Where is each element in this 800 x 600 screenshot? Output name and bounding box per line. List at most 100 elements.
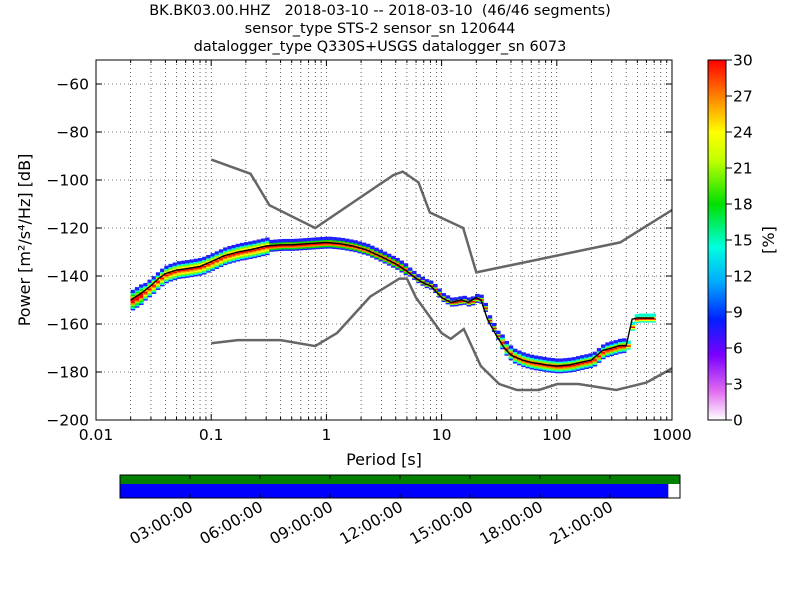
y-axis-label: Power [m²/s⁴/Hz] [dB] <box>15 154 34 327</box>
heatmap-cell <box>223 247 228 251</box>
heatmap-cell <box>483 302 488 307</box>
heatmap-cell <box>227 246 232 250</box>
x-tick-label: 1000 <box>652 426 691 444</box>
heatmap-cell <box>630 321 635 326</box>
y-tick-label: −160 <box>46 316 89 334</box>
heatmap-cell <box>277 239 283 243</box>
heatmap-cell <box>340 237 346 242</box>
chart-title-line-1: BK.BK03.00.HHZ 2018-03-10 -- 2018-03-10 … <box>149 3 611 19</box>
heatmap-cell <box>638 313 644 317</box>
colorbar-tick-label: 6 <box>733 340 743 358</box>
heatmap-cell <box>407 267 413 271</box>
heatmap-cell <box>239 242 245 247</box>
heatmap-cell <box>164 265 169 269</box>
heatmap-cell <box>554 358 560 362</box>
heatmap-cell <box>328 236 333 240</box>
heatmap-cell <box>382 251 388 255</box>
colorbar-tick-label: 21 <box>733 160 753 178</box>
heatmap-cell <box>143 282 148 287</box>
colorbar-tick-label: 0 <box>733 412 743 430</box>
noise-model-curve <box>210 158 672 274</box>
x-axis-label: Period [s] <box>346 450 422 469</box>
chart-title-line-2: sensor_type STS-2 sensor_sn 120644 <box>244 21 516 37</box>
heatmap-cell <box>256 239 262 243</box>
heatmap-cell <box>311 237 316 241</box>
y-tick-label: −140 <box>46 268 89 286</box>
heatmap-cell <box>538 356 543 360</box>
timeline-tick-label: 12:00:00 <box>337 498 406 548</box>
x-tick-label: 0.01 <box>79 426 114 444</box>
heatmap-cell <box>504 340 509 345</box>
heatmap-cell <box>130 289 136 294</box>
heatmap-cell <box>580 355 585 359</box>
timeline-tick-label: 21:00:00 <box>547 498 616 548</box>
heatmap-cell <box>323 236 329 240</box>
mean-curve <box>130 241 655 367</box>
heatmap-cell <box>449 297 455 301</box>
heatmap-cell <box>441 293 446 297</box>
heatmap-cell <box>643 313 648 317</box>
timeline-tick-label: 18:00:00 <box>477 498 546 548</box>
heatmap-cell <box>508 345 514 349</box>
heatmap-cell <box>357 241 362 245</box>
heatmap-cell <box>265 237 270 241</box>
colorbar-tick-label: 27 <box>733 88 753 106</box>
heatmap-cell <box>470 296 476 300</box>
heatmap-cell <box>634 314 640 318</box>
heatmap-cell <box>294 238 299 243</box>
heatmap-cell <box>185 260 190 264</box>
heatmap-cell <box>609 341 614 345</box>
heatmap-cell <box>281 238 287 243</box>
heatmap-cell <box>622 338 627 342</box>
heatmap-cell <box>584 354 589 358</box>
heatmap-cell <box>307 237 312 242</box>
heatmap-cell <box>197 258 203 262</box>
noise-model-curves <box>210 158 672 392</box>
heatmap-cell <box>466 297 472 301</box>
heatmap-cell <box>596 348 602 352</box>
timeline-tick-label: 03:00:00 <box>127 498 196 548</box>
heatmap-cell <box>302 238 308 242</box>
y-tick-label: −180 <box>46 364 89 382</box>
heatmap-cell <box>571 357 577 361</box>
colorbar-tick-label: 3 <box>733 376 743 394</box>
timeline-tick-label: 09:00:00 <box>267 498 336 548</box>
heatmap-cell <box>386 253 392 257</box>
heatmap-cell <box>218 249 224 253</box>
colorbar-tick-label: 24 <box>733 124 753 142</box>
y-tick-label: −80 <box>56 124 89 142</box>
heatmap-cell <box>206 254 211 259</box>
heatmap-cell <box>563 358 568 362</box>
heatmap-cell <box>193 258 199 263</box>
heatmap-cell <box>512 348 518 353</box>
heatmap-cell <box>567 357 572 362</box>
heatmap-cell <box>139 284 144 288</box>
heatmap-cell <box>601 344 606 348</box>
heatmap-cell <box>533 355 539 359</box>
timeline-tick-label: 15:00:00 <box>407 498 476 548</box>
heatmap-cell <box>500 334 505 338</box>
colorbar-tick-label: 18 <box>733 196 753 214</box>
heatmap-cell <box>231 244 236 249</box>
colorbar-ticks: 0 3 6 9 12 15 18 21 24 27 30 <box>726 52 753 430</box>
heatmap-cell <box>462 295 467 300</box>
heatmap-cell <box>588 353 593 357</box>
y-tick-label: −200 <box>46 412 89 430</box>
heatmap-cell <box>454 297 459 301</box>
timeline-blue-bar <box>120 484 669 498</box>
x-tick-label: 0.1 <box>199 426 224 444</box>
timeline-green-bar <box>120 475 680 484</box>
timeline-tick-label: 06:00:00 <box>197 498 266 548</box>
heatmap-cell <box>319 236 325 241</box>
heatmap-cell <box>349 239 354 243</box>
heatmap-cell <box>151 276 157 280</box>
heatmap-cell <box>370 245 375 249</box>
y-tick-label: −100 <box>46 172 89 190</box>
y-tick-label: −60 <box>56 76 89 94</box>
heatmap-cell <box>403 263 409 267</box>
colorbar <box>707 59 727 421</box>
heatmap-cell <box>399 260 404 264</box>
heatmap-cell <box>428 280 434 284</box>
heatmap-cell <box>298 238 304 242</box>
noise-model-curve <box>211 277 672 392</box>
